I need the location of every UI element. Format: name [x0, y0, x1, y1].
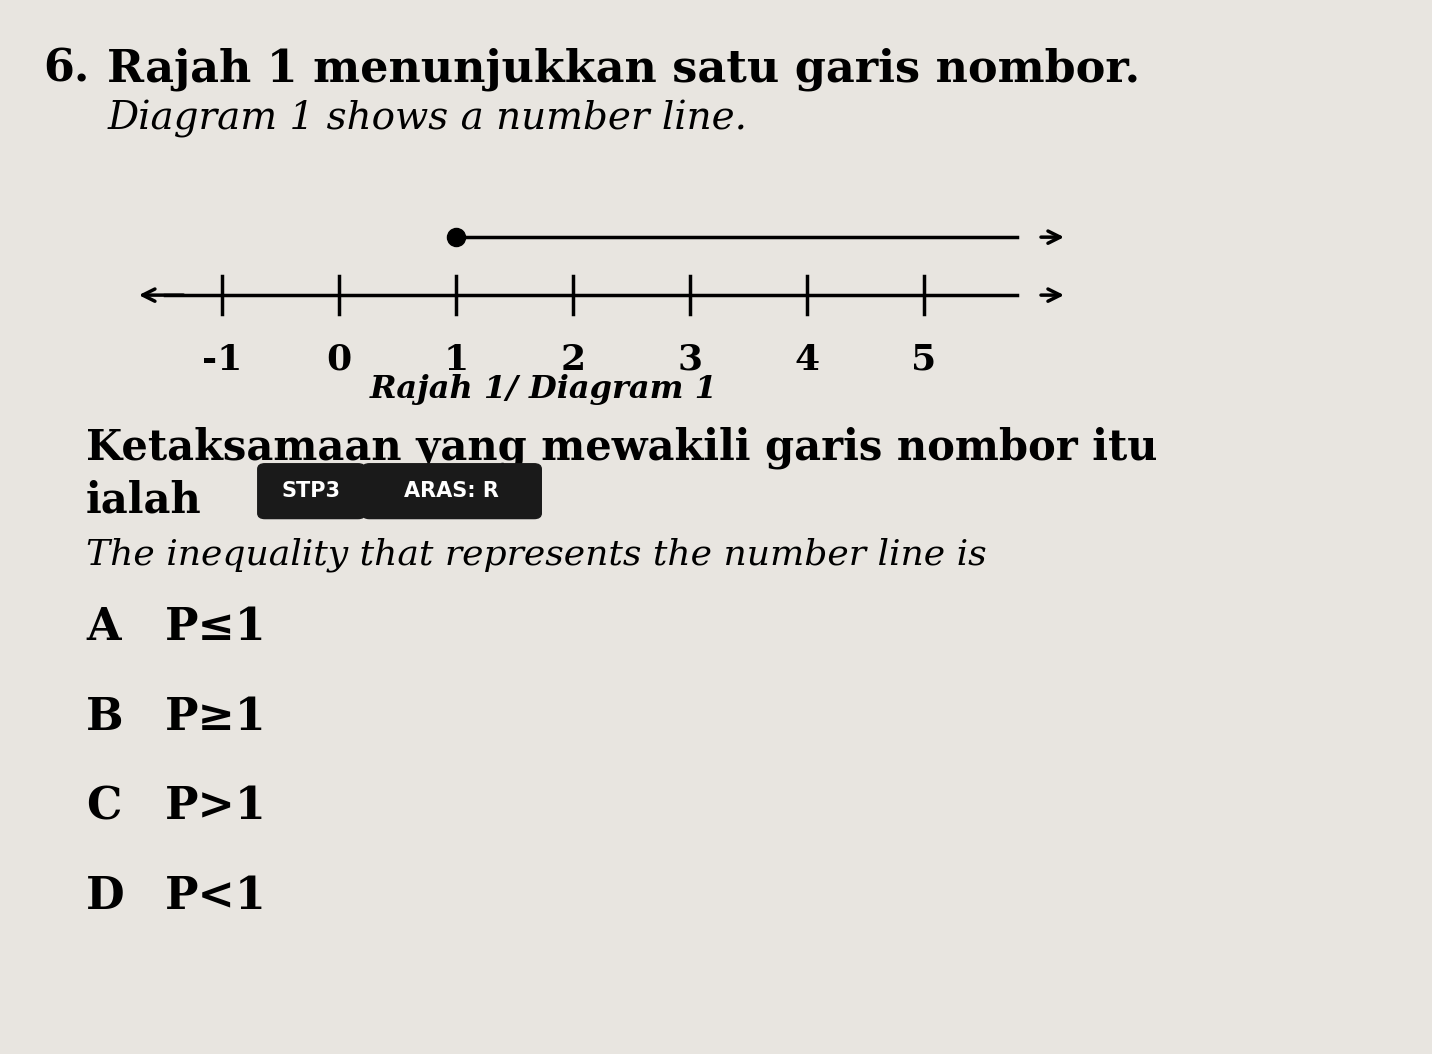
Text: Rajah 1/ Diagram 1: Rajah 1/ Diagram 1 [371, 374, 717, 405]
FancyBboxPatch shape [258, 464, 365, 519]
Text: C: C [86, 785, 122, 828]
Text: -1: -1 [202, 343, 242, 376]
Text: STP3: STP3 [282, 482, 341, 501]
Text: A: A [86, 606, 120, 649]
Text: 3: 3 [677, 343, 702, 376]
Text: 6.: 6. [43, 47, 89, 91]
Text: The inequality that represents the number line is: The inequality that represents the numbe… [86, 538, 987, 572]
Text: ARAS: R: ARAS: R [404, 482, 500, 501]
Text: 4: 4 [795, 343, 819, 376]
Text: P<1: P<1 [165, 875, 266, 918]
Text: Ketaksamaan yang mewakili garis nombor itu: Ketaksamaan yang mewakili garis nombor i… [86, 427, 1157, 469]
Text: 2: 2 [560, 343, 586, 376]
Text: B: B [86, 696, 123, 739]
FancyBboxPatch shape [362, 464, 541, 519]
Text: Rajah 1 menunjukkan satu garis nombor.: Rajah 1 menunjukkan satu garis nombor. [107, 47, 1140, 91]
Text: 0: 0 [326, 343, 351, 376]
Text: Diagram 1 shows a number line.: Diagram 1 shows a number line. [107, 100, 748, 138]
Text: D: D [86, 875, 125, 918]
Text: ialah: ialah [86, 480, 202, 522]
Text: 5: 5 [911, 343, 937, 376]
Text: P≤1: P≤1 [165, 606, 266, 649]
Text: P>1: P>1 [165, 785, 266, 828]
Text: 1: 1 [444, 343, 468, 376]
Text: P≥1: P≥1 [165, 696, 266, 739]
